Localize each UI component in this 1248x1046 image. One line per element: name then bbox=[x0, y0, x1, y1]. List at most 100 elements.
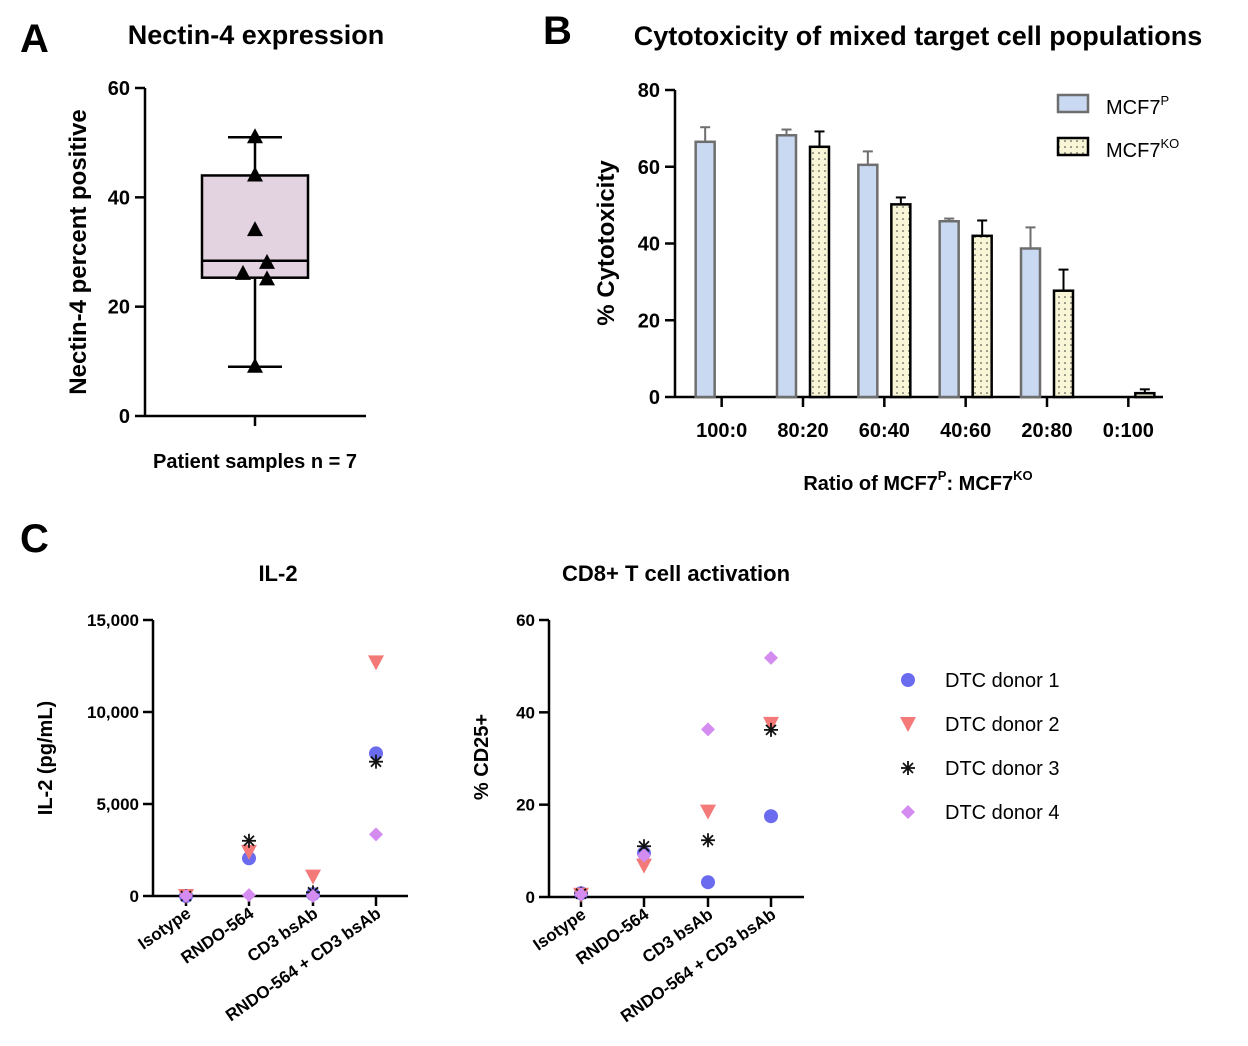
panel-a-data-point bbox=[247, 128, 263, 144]
panel-b-x-tick-label: 60:40 bbox=[859, 420, 910, 442]
panel-c1-point-donor-1 bbox=[369, 746, 383, 761]
panel-c1-point-donor-3 bbox=[369, 754, 383, 769]
panel-b-bar-mcf7ko bbox=[1052, 289, 1075, 399]
panel-a-title: Nectin-4 expression bbox=[128, 20, 385, 50]
panel-letter-a: A bbox=[20, 17, 49, 61]
panel-c2-y-tick-label: 20 bbox=[516, 796, 535, 815]
panel-b-x-axis-label: Ratio of MCF7P: MCF7KO bbox=[803, 468, 1032, 495]
panel-b-bar-mcf7p bbox=[1019, 247, 1042, 399]
panel-c2-point-donor-4 bbox=[764, 650, 778, 665]
panel-c2-y-axis-label: % CD25+ bbox=[471, 714, 493, 800]
panel-a-data-point bbox=[235, 264, 251, 280]
panel-c2-title: CD8+ T cell activation bbox=[562, 561, 790, 586]
panel-c1-y-tick-label: 5,000 bbox=[96, 795, 139, 814]
panel-b-x-label-sup1: P bbox=[938, 468, 947, 483]
panel-c2-points bbox=[573, 650, 779, 903]
panel-b-x-tick-label: 20:80 bbox=[1021, 420, 1072, 442]
legend-label-donor-3: DTC donor 3 bbox=[945, 758, 1060, 780]
legend-marker-donor-4 bbox=[901, 805, 915, 819]
panel-c-cd25-scatter: CD8+ T cell activation % CD25+ 0 20 40 60 I… bbox=[471, 561, 804, 1026]
panel-c2-point-donor-3 bbox=[701, 833, 715, 848]
panel-b-x-tick-label: 40:60 bbox=[940, 420, 991, 442]
panel-b-bar-mcf7ko bbox=[890, 203, 912, 399]
panel-a-data-point bbox=[247, 357, 263, 373]
panel-b-bar-mcf7p bbox=[775, 134, 798, 399]
panel-b-bar-mcf7p bbox=[857, 163, 879, 399]
legend-swatch-mcf7p bbox=[1056, 93, 1090, 114]
panel-b-y-tick-label: 60 bbox=[638, 157, 660, 179]
panel-b-x-label-sup2: KO bbox=[1013, 468, 1033, 483]
legend-marker-donor-1 bbox=[901, 673, 915, 687]
panel-c1-y-axis-label: IL-2 (pg/mL) bbox=[35, 701, 57, 815]
legend-label-mcf7p: MCF7P bbox=[1106, 93, 1169, 119]
panel-c1-y-tick-label: 10,000 bbox=[87, 703, 139, 722]
panel-b-x-tick-label: 0:100 bbox=[1103, 420, 1154, 442]
panel-b-bar-mcf7p bbox=[938, 219, 960, 399]
panel-a-y-tick-label: 20 bbox=[108, 297, 130, 319]
panel-a-data-point bbox=[259, 270, 275, 286]
panel-c2-y-tick-label: 60 bbox=[516, 611, 535, 630]
panel-c1-point-donor-4 bbox=[306, 889, 320, 903]
panel-b-y-tick-label: 20 bbox=[638, 310, 660, 332]
panel-b-x-label-part1: Ratio of MCF7 bbox=[803, 473, 937, 495]
panel-c1-y-tick-label: 15,000 bbox=[87, 611, 139, 630]
panel-c2-y-tick-label: 0 bbox=[526, 888, 535, 907]
panel-letter-b: B bbox=[543, 9, 572, 53]
panel-c-legend: DTC donor 1 DTC donor 2 DTC donor 3 DTC don… bbox=[900, 670, 1060, 824]
panel-b-legend: MCF7P MCF7KO bbox=[1056, 93, 1179, 162]
panel-b-bars bbox=[694, 126, 1156, 399]
panel-c2-point-donor-4 bbox=[637, 848, 651, 863]
panel-c-il2-scatter: IL-2 IL-2 (pg/mL) 0 5,000 10,000 15,000 Iso… bbox=[35, 561, 408, 1025]
panel-a-y-ticks: 0 20 40 60 bbox=[108, 78, 145, 428]
panel-c2-point-donor-4 bbox=[701, 722, 715, 737]
legend-marker-donor-2 bbox=[900, 717, 916, 732]
panel-c2-point-donor-2 bbox=[700, 804, 716, 820]
panel-c2-point-donor-3 bbox=[764, 722, 778, 737]
panel-c1-points bbox=[178, 655, 384, 904]
panel-b-bar-mcf7ko bbox=[1134, 391, 1156, 399]
panel-b-y-tick-label: 80 bbox=[638, 80, 660, 102]
panel-a-data-point bbox=[259, 253, 275, 269]
panel-b-bar-mcf7p bbox=[694, 140, 716, 399]
panel-b-y-axis-label-text: % Cytotoxicity bbox=[593, 160, 620, 326]
panel-b-y-tick-label: 40 bbox=[638, 234, 660, 256]
legend-marker-donor-3 bbox=[901, 761, 915, 775]
panel-c2-point-donor-1 bbox=[701, 875, 715, 890]
panel-b-x-tick-label: 80:20 bbox=[777, 420, 828, 442]
panel-a-y-tick-label: 40 bbox=[108, 187, 130, 209]
legend-swatch-mcf7ko bbox=[1056, 136, 1090, 157]
panel-b-x-label-part2: : MCF7 bbox=[946, 473, 1013, 495]
panel-a-data-point bbox=[247, 166, 263, 182]
panel-a-x-axis-label: Patient samples n = 7 bbox=[153, 451, 357, 473]
panel-b-x-tick-label: 100:0 bbox=[696, 420, 747, 442]
panel-a-points bbox=[235, 128, 275, 373]
panel-a-y-axis-label: Nectin-4 percent positive bbox=[65, 109, 92, 394]
panel-c2-point-donor-4 bbox=[574, 887, 588, 902]
legend-label-donor-1: DTC donor 1 bbox=[945, 670, 1060, 692]
panel-c1-y-ticks: 0 5,000 10,000 15,000 bbox=[87, 611, 153, 906]
panel-c2-point-donor-2 bbox=[636, 858, 652, 874]
panel-c1-title: IL-2 bbox=[258, 561, 297, 586]
panel-b-y-tick-label: 0 bbox=[649, 387, 660, 409]
panel-c2-y-tick-label: 40 bbox=[516, 703, 535, 722]
legend-label-donor-2: DTC donor 2 bbox=[945, 714, 1060, 736]
panel-b-bar-mcf7ko bbox=[971, 234, 993, 399]
panel-a-y-tick-label: 60 bbox=[108, 78, 130, 100]
panel-c2-point-donor-1 bbox=[764, 809, 778, 824]
panel-letter-c: C bbox=[20, 517, 49, 561]
panel-c1-point-donor-2 bbox=[241, 844, 257, 860]
panel-b-x-ticks: 100:0 80:20 60:40 40:60 20:80 0:100 bbox=[696, 397, 1154, 442]
panel-c1-point-donor-2 bbox=[368, 655, 384, 671]
panel-c1-point-donor-3 bbox=[242, 833, 256, 848]
panel-c2-y-ticks: 0 20 40 60 bbox=[516, 611, 549, 907]
panel-b-y-axis-label: % Cytotoxicity bbox=[593, 160, 620, 326]
legend-label-mcf7ko: MCF7KO bbox=[1106, 136, 1179, 162]
panel-a-y-tick-label: 0 bbox=[119, 406, 130, 428]
panel-c1-point-donor-4 bbox=[369, 827, 383, 842]
panel-b-y-ticks: 0 20 40 60 80 bbox=[638, 80, 675, 409]
panel-c1-point-donor-4 bbox=[179, 889, 193, 903]
legend-label-donor-4: DTC donor 4 bbox=[945, 802, 1060, 824]
